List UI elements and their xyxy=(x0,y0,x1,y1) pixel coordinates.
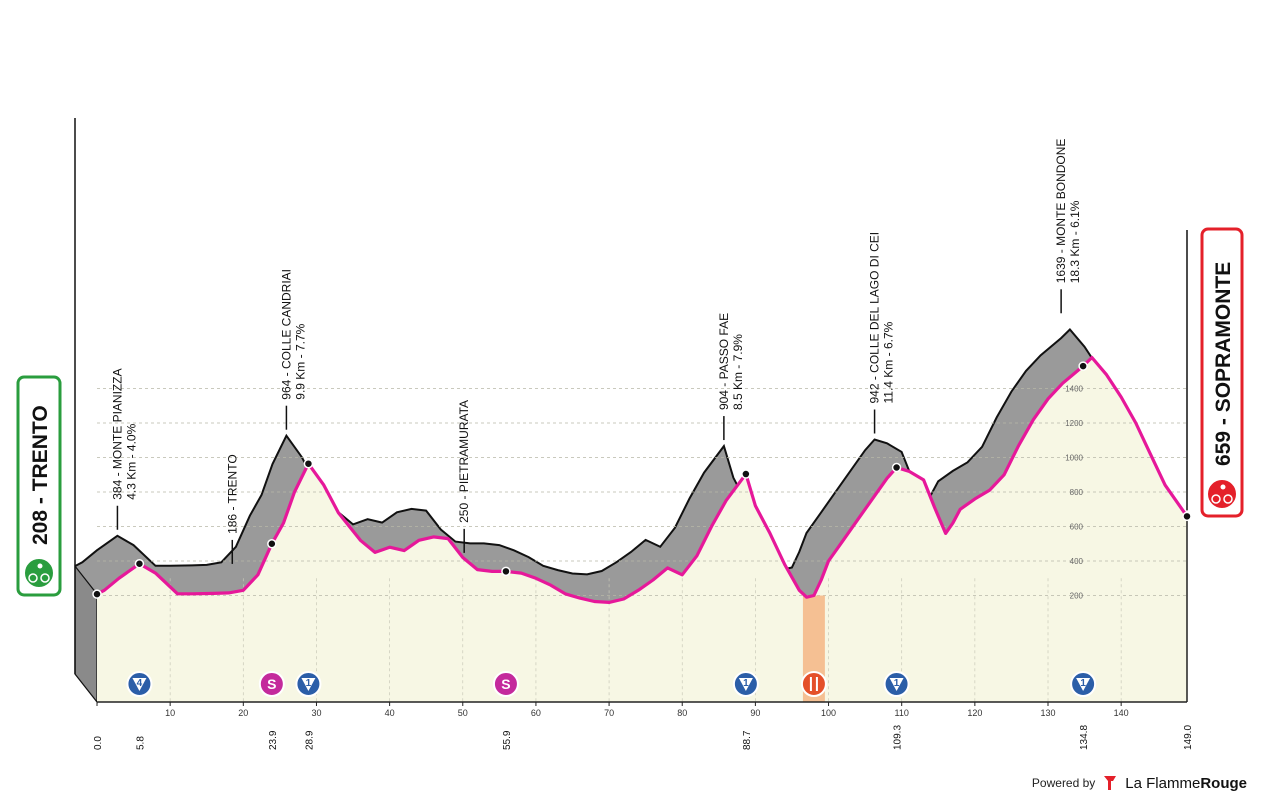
profile-relief-band xyxy=(75,329,1187,603)
altitude-tick-label: 200 xyxy=(1070,592,1084,601)
mountain-category-icon xyxy=(1076,678,1091,691)
altitude-tick-label: 1000 xyxy=(1065,454,1083,463)
climb-stats-label: 11.4 Km - 6.7% xyxy=(882,321,896,403)
altitude-tick-label: 1400 xyxy=(1065,385,1083,394)
climb-stats-label: 4.3 Km - 4.0% xyxy=(124,423,138,499)
summit-label: 1639 - MONTE BONDONE xyxy=(1054,139,1068,284)
brand-name: La FlammeRouge xyxy=(1125,775,1247,792)
km-marker-label: 149.0 xyxy=(1183,725,1194,750)
relief-top-edge xyxy=(74,328,1166,576)
x-tick-label: 60 xyxy=(531,708,541,718)
climb-stats-label: 9.9 Km - 7.7% xyxy=(293,323,307,399)
altitude-tick-label: 800 xyxy=(1070,488,1084,497)
finish-box xyxy=(1200,227,1244,518)
category-number: 1 xyxy=(894,678,900,689)
brand-light: La Flamme xyxy=(1125,774,1201,792)
profile-point-dot xyxy=(741,469,751,479)
x-tick-label: 80 xyxy=(677,708,687,718)
start-town-label: 208 - TRENTO xyxy=(29,405,52,545)
summit-label: 964 - COLLE CANDRIAI xyxy=(279,269,293,400)
x-tick-label: 130 xyxy=(1040,708,1055,718)
profile-point-dot xyxy=(1182,511,1192,522)
profile-point-dot xyxy=(134,559,145,569)
summit-label: 250 - PIETRAMURATA xyxy=(457,400,471,523)
profile-point-dot xyxy=(501,566,511,577)
category-number: 1 xyxy=(306,678,312,689)
profile-point-dot xyxy=(303,458,314,469)
finish-wheel-icon xyxy=(1223,494,1233,504)
km-marker-label: 23.9 xyxy=(268,730,279,750)
km-marker-label: 88.7 xyxy=(742,730,753,750)
altitude-tick-label: 600 xyxy=(1070,523,1084,532)
category-number: 4 xyxy=(137,678,143,689)
town-boxes: 208 - TRENTO 659 - SOPRAMONTE xyxy=(16,227,1244,597)
km-marker-label: 134.8 xyxy=(1079,725,1090,750)
x-tick-label: 110 xyxy=(895,708,909,718)
altitude-tick-label: 1200 xyxy=(1065,419,1083,428)
profile-point-dot xyxy=(267,539,277,549)
x-tick-label: 120 xyxy=(967,708,982,718)
point-labels: 384 - MONTE PIANIZZA 4.3 Km - 4.0% 186 - T… xyxy=(92,139,1192,599)
feed-zone-icon xyxy=(800,671,827,697)
profile-point-dot xyxy=(92,589,102,599)
footer-branding: Powered by La FlammeRouge xyxy=(1032,774,1247,792)
x-tick-label: 50 xyxy=(458,708,468,718)
brand-bold: Rouge xyxy=(1200,774,1247,792)
finish-town-label: 659 - SOPRAMONTE xyxy=(1212,262,1235,466)
badges: 4 1 1 1 1 S S xyxy=(126,671,1097,697)
flame-logo-icon xyxy=(1104,776,1117,790)
summit-label: 186 - TRENTO xyxy=(225,454,239,534)
x-tick-label: 30 xyxy=(311,708,321,718)
summit-label: 942 - COLLE DEL LAGO DI CEI xyxy=(868,232,882,404)
mountain-category-icon xyxy=(889,678,904,691)
sprint-badge xyxy=(258,671,285,697)
start-wheel-icon xyxy=(40,573,50,583)
finish-rider-icon xyxy=(1220,484,1226,490)
mountain-category-icon xyxy=(132,678,147,691)
summit-label: 384 - MONTE PIANIZZA xyxy=(110,368,124,499)
km-marker-label: 0.0 xyxy=(93,736,104,750)
sprint-icon: S xyxy=(267,676,276,692)
finish-cyclist-icon xyxy=(1206,478,1238,510)
start-box xyxy=(16,375,62,597)
start-wheel-icon xyxy=(28,573,38,583)
start-rider-icon xyxy=(37,563,43,569)
x-tick-label: 10 xyxy=(165,708,175,718)
sprint-icon: S xyxy=(501,676,510,692)
profile-line xyxy=(96,355,1189,604)
powered-by-text: Powered by xyxy=(1031,776,1096,790)
x-tick-label: 20 xyxy=(238,708,248,718)
category-number: 1 xyxy=(743,678,749,689)
mountain-category-icon xyxy=(738,678,753,691)
x-tick-label: 70 xyxy=(604,708,614,718)
mountain-category-icon xyxy=(301,678,316,691)
sprint-badge xyxy=(492,671,519,697)
x-tick-label: 140 xyxy=(1114,708,1129,718)
profile-relief xyxy=(74,118,1187,704)
profile-point-dot xyxy=(1078,361,1088,371)
x-tick-label: 90 xyxy=(750,708,760,718)
km-marker-label: 5.8 xyxy=(135,736,146,750)
profile-point-dot xyxy=(891,462,902,473)
climb-stats-label: 18.3 Km - 6.1% xyxy=(1068,200,1082,283)
climb-stats-label: 8.5 Km - 7.9% xyxy=(731,334,745,410)
km-marker-label: 109.3 xyxy=(893,725,904,750)
x-tick-label: 40 xyxy=(385,708,395,718)
finish-wheel-icon xyxy=(1211,494,1221,504)
category-number: 1 xyxy=(1080,678,1086,689)
profile-fill xyxy=(97,357,1187,702)
summit-label: 904 - PASSO FAE xyxy=(717,313,731,410)
start-cyclist-icon xyxy=(23,557,55,589)
x-tick-label: 100 xyxy=(821,708,836,718)
km-marker-label: 28.9 xyxy=(304,730,315,750)
km-marker-label: 55.9 xyxy=(502,730,513,750)
x-axis: 10 20 30 40 50 60 70 80 90 100 110 120 130 140 0.0 5.8 2… xyxy=(93,230,1194,750)
altitude-tick-label: 400 xyxy=(1070,557,1084,566)
